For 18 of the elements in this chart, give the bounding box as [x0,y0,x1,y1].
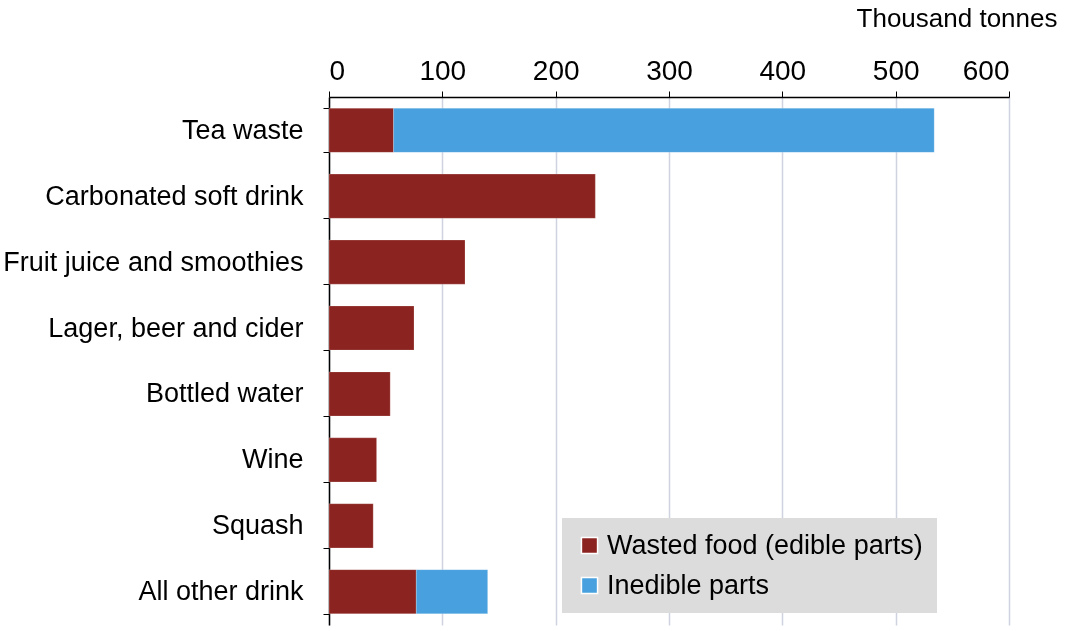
legend-label: Inedible parts [607,569,770,600]
x-tick-label: 600 [962,54,1010,86]
x-tick-label: 300 [646,54,693,86]
y-tick-label: Fruit juice and smoothies [3,246,304,277]
x-axis-title: Thousand tonnes [856,2,1058,33]
x-tick-label: 100 [419,54,467,86]
x-tick-label: 0 [329,54,346,86]
y-tick-label: Bottled water [145,378,304,409]
y-tick-label: Wine [241,444,304,475]
y-tick-label: Tea waste [181,114,304,145]
y-tick-label: Squash [211,510,304,541]
legend-label: Wasted food (edible parts) [607,529,923,560]
y-tick-label: Carbonated soft drink [45,180,304,211]
x-tick-label: 400 [759,54,807,86]
y-tick-label: Lager, beer and cider [48,312,304,343]
y-tick-label: All other drink [138,576,304,607]
x-tick-label: 200 [532,54,580,86]
x-tick-label: 500 [872,54,920,86]
